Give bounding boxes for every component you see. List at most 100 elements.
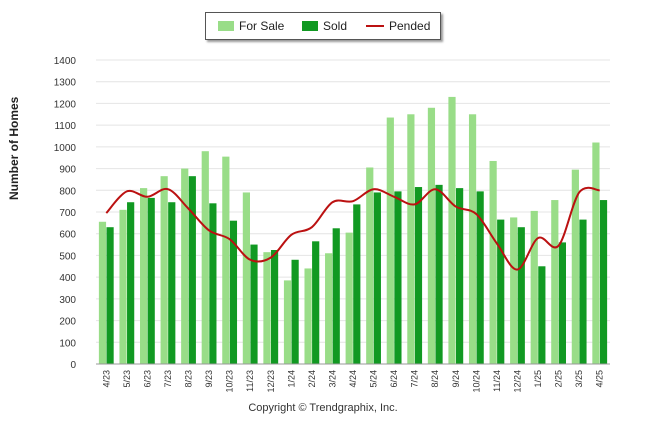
x-tick-label: 4/23 [101,370,111,388]
y-tick-label: 0 [70,360,76,371]
bar-sold [270,250,279,364]
y-tick-label: 1100 [54,121,76,132]
bar-for-sale [181,168,189,364]
bar-for-sale [283,280,292,364]
bar-sold [497,219,505,364]
bar-for-sale [489,160,497,364]
bar-for-sale [448,96,456,365]
bar-for-sale [160,176,168,364]
y-tick-label: 800 [59,186,76,197]
bar-sold [209,203,217,364]
x-tick-label: 5/24 [369,370,379,388]
legend-item-pended: Pended [366,19,430,33]
x-tick-label: 9/23 [204,370,214,388]
y-tick-label: 600 [59,230,76,241]
bar-for-sale [263,252,271,364]
x-tick-label: 6/24 [389,370,399,388]
legend-item-for-sale: For Sale [218,19,284,33]
bar-for-sale [386,117,394,365]
bar-layer [98,96,608,365]
x-tick-label: 1/24 [286,370,296,388]
bar-for-sale [468,114,477,365]
x-tick-label: 3/24 [327,370,337,388]
y-axis-ticks: 0 100 200 300 400 500 600 700 800 900 1000 1100 1200… [54,56,77,371]
copyright-text: Copyright © Trendgraphix, Inc. [248,402,398,414]
bar-for-sale [325,253,333,364]
bar-for-sale [345,232,353,364]
legend: For Sale Sold Pended [205,12,441,40]
bar-sold [332,228,340,364]
y-tick-label: 700 [59,208,76,219]
x-tick-label: 8/23 [184,370,194,388]
x-tick-label: 12/24 [512,370,522,393]
legend-label-for-sale: For Sale [239,19,285,33]
bar-sold [106,227,114,364]
bar-for-sale [304,268,312,364]
bar-sold [188,176,196,364]
bar-sold [599,200,608,364]
bar-for-sale [98,221,107,364]
bar-sold [373,192,381,364]
bar-sold [558,242,566,364]
x-tick-label: 5/23 [122,370,132,388]
y-tick-label: 400 [59,273,76,284]
legend-swatch-pended [366,25,384,27]
legend-swatch-for-sale [218,21,234,31]
y-tick-label: 1200 [54,99,77,110]
bar-for-sale [510,217,518,364]
bar-sold [476,191,484,364]
bar-sold [291,259,299,364]
y-tick-label: 200 [59,317,76,328]
bar-sold [312,241,320,364]
y-tick-label: 100 [59,338,76,349]
bar-sold [394,191,402,364]
bar-for-sale [222,156,230,364]
bar-for-sale [551,200,559,364]
y-axis-label: Number of Homes [7,96,21,200]
bar-sold [435,184,443,364]
x-axis-ticks: 4/23 5/23 6/23 7/23 8/23 9/23 10/23 11/23 12/23 1… [101,370,604,393]
line-layer [105,186,600,271]
bar-sold [127,202,135,364]
x-tick-label: 2/25 [554,370,564,388]
x-tick-label: 12/23 [266,370,276,393]
x-tick-label: 7/24 [410,370,420,388]
x-tick-label: 3/25 [574,370,584,388]
bar-for-sale [366,167,374,364]
y-tick-label: 300 [59,295,76,306]
bar-for-sale [592,142,600,364]
bar-sold [353,204,361,364]
bar-sold [168,202,176,364]
bar-for-sale [201,151,209,364]
bar-sold [147,197,155,364]
y-tick-label: 1400 [54,56,77,67]
bar-for-sale [427,107,436,365]
x-tick-label: 7/23 [163,370,173,388]
x-tick-label: 11/24 [492,370,502,392]
x-tick-label: 1/25 [533,370,543,388]
bar-sold [538,266,546,364]
legend-swatch-sold [302,21,318,31]
y-tick-label: 900 [59,165,76,176]
x-tick-label: 11/23 [245,370,255,392]
bar-sold [229,220,238,364]
bar-for-sale [571,169,579,364]
bar-for-sale [140,188,148,364]
y-tick-label: 1000 [54,143,77,154]
bar-sold [456,188,464,364]
x-tick-label: 9/24 [451,370,461,388]
bar-sold [579,219,587,364]
legend-item-sold: Sold [302,19,347,33]
bar-sold [517,227,525,364]
line-pended [105,186,600,271]
x-tick-label: 10/23 [225,370,235,393]
bar-for-sale [119,209,127,364]
x-tick-label: 8/24 [430,370,440,388]
x-tick-label: 6/23 [142,370,152,388]
y-tick-label: 1300 [54,78,77,89]
bar-for-sale [242,192,250,364]
bar-for-sale [530,210,538,364]
legend-label-pended: Pended [389,19,431,33]
